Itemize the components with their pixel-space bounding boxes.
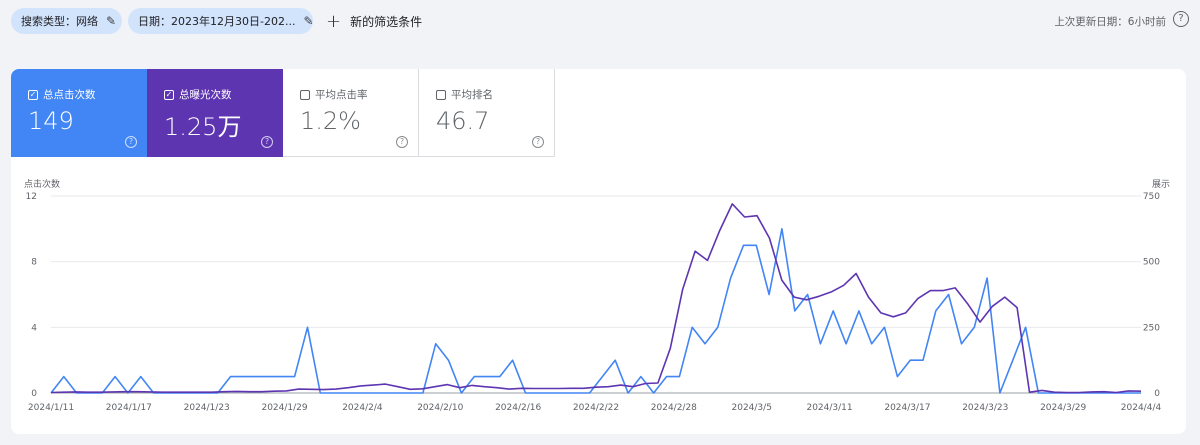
new-filter-label: 新的筛选条件 [350,14,423,29]
new-filter-button[interactable]: + 新的筛选条件 [326,8,422,34]
x-axis-tick-label: 2024/1/17 [106,403,152,413]
x-axis-tick-label: 2024/1/29 [261,403,307,413]
x-axis-tick-label: 2024/3/17 [884,403,930,413]
metric-value: 1.2% [300,107,361,135]
metric-value: 46.7 [436,107,490,135]
metric-label-row: ✓ 总曝光次数 [164,87,232,102]
x-axis-tick-label: 2024/3/11 [806,403,852,413]
right-axis-tick-label: 500 [1143,258,1160,268]
x-axis-tick-label: 2024/4/4 [1121,403,1162,413]
help-icon[interactable]: ? [261,136,273,148]
left-axis-tick-label: 8 [31,258,37,268]
date-filter-chip[interactable]: 日期：2023年12月30日-202... ✎ [128,8,314,34]
x-axis-tick-label: 2024/2/22 [573,403,619,413]
x-axis-tick-label: 2024/2/28 [651,403,697,413]
checkbox-unchecked-icon[interactable] [436,89,446,100]
right-axis-tick-label: 750 [1143,192,1160,202]
x-axis-tick-label: 2024/3/23 [962,403,1008,413]
impressions-series-line [50,203,1142,394]
date-filter-label: 日期：2023年12月30日-202... [138,15,296,28]
metric-label-row: 平均点击率 [300,87,368,102]
metric-label: 总点击次数 [43,89,96,101]
x-axis-tick-label: 2024/2/10 [417,403,463,413]
left-axis-title: 点击次数 [24,180,61,190]
metric-label-row: 平均排名 [436,87,493,102]
metric-label: 平均点击率 [315,89,368,101]
metric-value: 1.25万 [164,113,242,141]
checkbox-checked-icon[interactable]: ✓ [164,89,174,100]
help-icon[interactable]: ? [532,136,544,148]
metric-average-position[interactable]: 平均排名 46.7 ? [419,69,555,157]
filter-bar: 搜索类型：网络 ✎ 日期：2023年12月30日-202... ✎ + 新的筛选… [0,0,1200,42]
metric-total-clicks[interactable]: ✓ 总点击次数 149 ? [11,69,147,157]
left-axis-tick-label: 4 [31,323,37,333]
x-axis-tick-label: 2024/3/5 [732,403,772,413]
last-updated-text: 上次更新日期：6小时前 [1054,16,1166,28]
pencil-icon[interactable]: ✎ [106,14,117,28]
performance-card: ✓ 总点击次数 149 ? ✓ 总曝光次数 1.25万 ? 平均点击率 1.2%… [11,69,1186,434]
performance-line-chart: 12 750 8 500 4 250 0 0 2024/1/11 2024/1/17 2024/1/… [26,192,1162,413]
clicks-series-line [50,227,1141,394]
metric-label: 平均排名 [451,89,493,101]
x-axis-tick-label: 2024/2/16 [495,403,541,413]
search-type-filter-label: 搜索类型：网络 [21,15,98,28]
right-axis-title: 展示 [1151,180,1170,190]
left-axis-tick-label: 12 [26,192,37,202]
search-type-filter-chip[interactable]: 搜索类型：网络 ✎ [11,8,122,34]
left-axis-tick-label: 0 [31,389,37,399]
checkbox-checked-icon[interactable]: ✓ [28,89,38,100]
plus-icon: + [326,10,342,32]
metric-average-ctr[interactable]: 平均点击率 1.2% ? [283,69,419,157]
help-icon[interactable]: ? [1173,11,1189,27]
right-axis-tick-label: 0 [1154,389,1160,399]
metric-total-impressions[interactable]: ✓ 总曝光次数 1.25万 ? [147,69,283,157]
x-axis-tick-label: 2024/2/4 [342,403,383,413]
pencil-icon[interactable]: ✎ [303,14,314,28]
metric-value: 149 [28,107,74,135]
x-axis-tick-label: 2024/3/29 [1040,403,1086,413]
x-axis-tick-label: 2024/1/11 [28,403,74,413]
right-axis-tick-label: 250 [1143,323,1160,333]
help-icon[interactable]: ? [125,136,137,148]
x-axis-tick-label: 2024/1/23 [184,403,230,413]
metric-label-row: ✓ 总点击次数 [28,87,96,102]
help-icon[interactable]: ? [396,136,408,148]
metric-label: 总曝光次数 [179,89,232,101]
checkbox-unchecked-icon[interactable] [300,89,310,100]
